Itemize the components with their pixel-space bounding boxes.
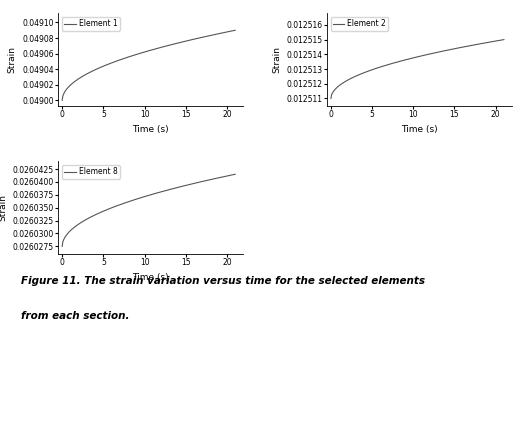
X-axis label: Time (s): Time (s)	[133, 273, 169, 282]
Legend: Element 8: Element 8	[62, 165, 120, 179]
Y-axis label: Strain: Strain	[8, 46, 17, 73]
X-axis label: Time (s): Time (s)	[401, 124, 438, 134]
X-axis label: Time (s): Time (s)	[133, 124, 169, 134]
Y-axis label: Strain: Strain	[0, 194, 7, 221]
Text: from each section.: from each section.	[21, 311, 129, 321]
Legend: Element 1: Element 1	[62, 17, 120, 31]
Legend: Element 2: Element 2	[331, 17, 389, 31]
Text: Figure 11. The strain variation versus time for the selected elements: Figure 11. The strain variation versus t…	[21, 276, 425, 286]
Y-axis label: Strain: Strain	[272, 46, 281, 73]
